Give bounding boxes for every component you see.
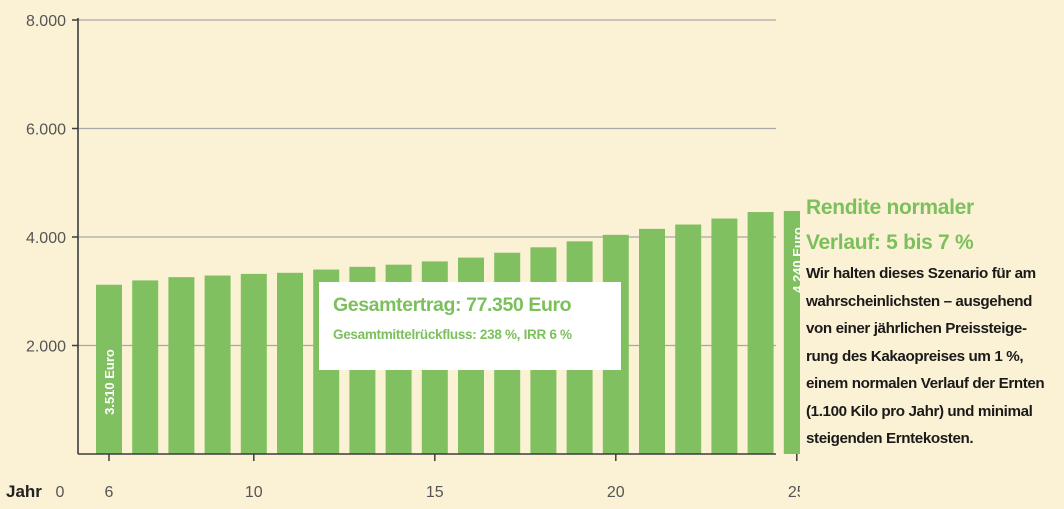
scenario-body-line: rung des Kakaopreises um 1 %, (806, 347, 1024, 365)
x-tick-label: 6 (105, 484, 114, 501)
bar (747, 212, 774, 454)
y-tick-label: 2.000 (26, 339, 66, 356)
bar (96, 284, 122, 454)
scenario-body-line: von einer jährlichen Preissteige- (806, 320, 1027, 337)
bar (639, 228, 665, 454)
scenario-title-line: Rendite normaler (806, 196, 974, 219)
x-tick-label: 0 (56, 484, 65, 501)
callout-subtitle: Gesamtmittelrückfluss: 238 %, IRR 6 % (333, 327, 572, 342)
scenario-title-line: Verlauf: 5 bis 7 % (806, 231, 974, 254)
scenario-body-line: einem normalen Verlauf der Ernten (806, 375, 1045, 392)
scenario-description: Rendite normaler Verlauf: 5 bis 7 % Wir … (806, 190, 1056, 453)
bar-chart: 2.000 4.000 6.000 8.000 Jahr 0 6 10 15 20 25 3.510 … (6, 13, 800, 501)
x-tick-label: 20 (607, 484, 625, 501)
x-axis-label: Jahr (6, 482, 42, 501)
bar (675, 224, 702, 454)
scenario-body: Wir halten dieses Szenario für am wahrsc… (806, 260, 1056, 453)
scenario-body-line: steigenden Erntekosten. (806, 430, 974, 447)
bar (168, 277, 195, 454)
scenario-body-line: Wir halten dieses Szenario für am (806, 265, 1036, 282)
x-tick-label: 10 (245, 484, 263, 501)
bar (240, 273, 267, 454)
bar (204, 275, 231, 454)
y-tick-label: 8.000 (26, 13, 66, 30)
bar (711, 218, 738, 454)
bar (277, 272, 303, 454)
y-tick-label: 6.000 (26, 122, 66, 139)
bar-value-label-last: 4.240 Euro (790, 227, 800, 293)
callout-title: Gesamtertrag: 77.350 Euro (333, 294, 572, 316)
scenario-title: Rendite normaler Verlauf: 5 bis 7 % (806, 190, 1056, 260)
bar (783, 210, 800, 454)
y-tick-label: 4.000 (26, 230, 66, 247)
bar (132, 280, 159, 454)
x-tick-label: 15 (426, 484, 444, 501)
scenario-body-line: (1.100 Kilo pro Jahr) und minimal (806, 402, 1033, 420)
scenario-body-line: wahrscheinlichsten – ausgehend (806, 292, 1033, 310)
total-yield-callout: Gesamtertrag: 77.350 Euro Gesamtmittelrü… (319, 282, 621, 370)
bar-value-label-first: 3.510 Euro (102, 349, 117, 415)
x-tick-label: 25 (788, 484, 800, 501)
